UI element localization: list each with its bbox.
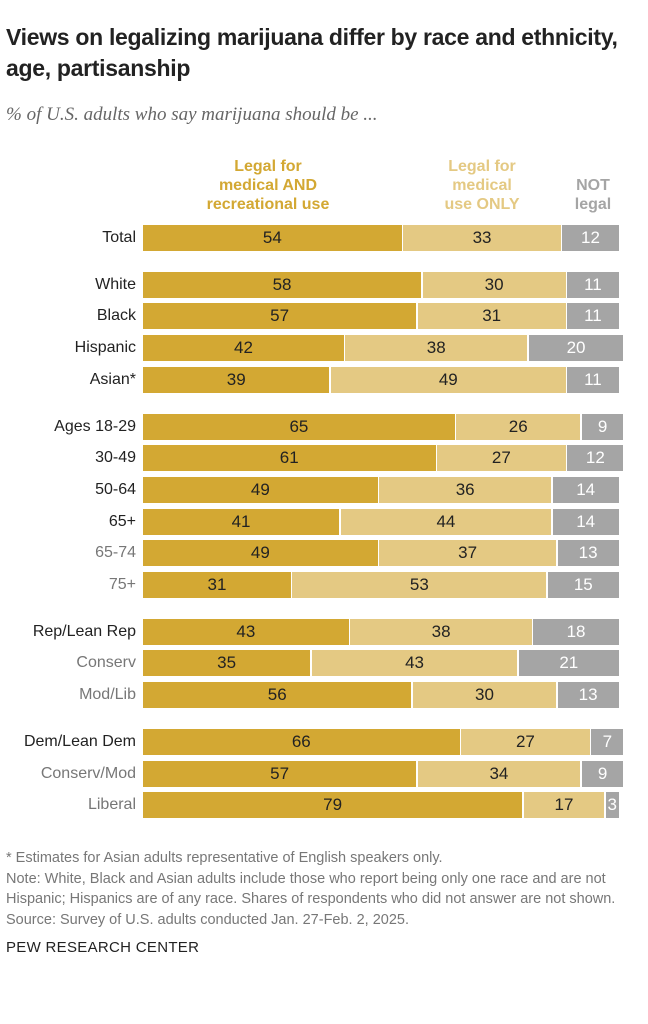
bar-recreational: 49 <box>143 540 378 567</box>
row-label: 65-74 <box>95 544 136 562</box>
bar-medical-only: 30 <box>412 682 556 709</box>
bar-recreational: 79 <box>143 792 523 819</box>
bar-medical-only: 26 <box>456 413 581 440</box>
bar-not-legal: 15 <box>547 572 619 598</box>
bar-recreational: 65 <box>143 413 455 440</box>
row-label: Dem/Lean Dem <box>23 732 136 750</box>
legend-line: NOT <box>576 177 610 194</box>
row-label: Liberal <box>87 796 136 814</box>
bar-medical-only: 37 <box>379 540 556 567</box>
note-asterisk: * Estimates for Asian adults representat… <box>6 850 443 866</box>
bar-not-legal: 3 <box>605 792 619 819</box>
bar-medical-only: 27 <box>461 728 590 755</box>
bar-not-legal: 14 <box>552 476 619 503</box>
row-label: 30-49 <box>95 449 136 467</box>
bar-recreational: 42 <box>143 335 344 362</box>
bar-not-legal: 11 <box>567 366 619 393</box>
bar-recreational: 57 <box>143 760 417 787</box>
row-label: Asian* <box>89 370 136 388</box>
legend-recreational: Legal for medical AND recreational use <box>188 157 348 214</box>
legend-not-legal: NOT legal <box>557 176 629 214</box>
bar-not-legal: 13 <box>557 540 619 567</box>
row-label: 65+ <box>108 512 136 530</box>
bar-not-legal: 12 <box>567 445 624 472</box>
bar-recreational: 35 <box>143 650 311 677</box>
bar-recreational: 57 <box>143 303 417 330</box>
notes: * Estimates for Asian adults representat… <box>6 848 642 930</box>
chart-header: Views on legalizing marijuana differ by … <box>6 22 646 126</box>
bar-medical-only: 43 <box>311 650 518 677</box>
footer-logo-text: PEW RESEARCH CENTER <box>6 939 200 956</box>
row-label: Total <box>102 229 136 246</box>
chart-subtitle: % of U.S. adults who say marijuana shoul… <box>6 104 378 125</box>
bar-medical-only: 17 <box>523 792 605 819</box>
bar-medical-only: 33 <box>403 225 561 251</box>
bar-not-legal: 7 <box>591 728 624 755</box>
legend-line: Legal for <box>448 158 516 175</box>
legend-medical-only: Legal for medical use ONLY <box>432 157 532 214</box>
legend-line: use ONLY <box>444 196 520 213</box>
row-label: Ages 18-29 <box>54 417 136 435</box>
bar-not-legal: 18 <box>533 618 619 645</box>
bar-not-legal: 13 <box>557 682 619 709</box>
bar-recreational: 41 <box>143 508 340 535</box>
bar-medical-only: 49 <box>330 366 566 393</box>
chart-title: Views on legalizing marijuana differ by … <box>6 24 618 81</box>
legend-line: medical AND <box>218 177 318 194</box>
bar-not-legal: 12 <box>562 225 619 251</box>
bar-not-legal: 11 <box>567 271 619 298</box>
row-label: Hispanic <box>74 339 136 357</box>
row-label: Conserv <box>76 654 136 672</box>
bar-medical-only: 53 <box>292 572 547 598</box>
bar-recreational: 56 <box>143 682 412 709</box>
bar-not-legal: 9 <box>581 760 624 787</box>
bar-not-legal: 11 <box>567 303 619 330</box>
bar-medical-only: 31 <box>417 303 566 330</box>
row-label: White <box>95 275 136 293</box>
bar-not-legal: 21 <box>518 650 619 677</box>
bar-not-legal: 9 <box>581 413 624 440</box>
bar-recreational: 66 <box>143 728 460 755</box>
source-text: Source: Survey of U.S. adults conducted … <box>6 911 410 928</box>
bar-not-legal: 14 <box>552 508 619 535</box>
row-label: Mod/Lib <box>79 686 136 704</box>
bar-medical-only: 27 <box>437 445 566 472</box>
bar-recreational: 61 <box>143 445 436 472</box>
legend-line: Legal for <box>234 158 302 175</box>
bar-medical-only: 38 <box>350 618 532 645</box>
bar-not-legal: 20 <box>528 335 624 362</box>
row-label: 50-64 <box>95 480 136 498</box>
bar-recreational: 54 <box>143 225 402 251</box>
chart-bottom: * Estimates for Asian adults representat… <box>6 848 642 958</box>
bar-medical-only: 34 <box>417 760 581 787</box>
bar-recreational: 58 <box>143 271 422 298</box>
row-label: 75+ <box>108 576 136 593</box>
legend-line: legal <box>574 196 612 213</box>
legend-line: recreational use <box>206 196 330 213</box>
row-label: Conserv/Mod <box>40 764 136 782</box>
legend-line: medical <box>452 177 512 194</box>
bar-medical-only: 36 <box>379 476 552 503</box>
note-text: Note: White, Black and Asian adults incl… <box>6 870 616 908</box>
row-label: Rep/Lean Rep <box>32 622 136 640</box>
bar-medical-only: 38 <box>345 335 528 362</box>
row-label: Black <box>96 307 136 325</box>
bar-medical-only: 30 <box>422 271 566 298</box>
bar-recreational: 31 <box>143 572 291 598</box>
bar-recreational: 43 <box>143 618 349 645</box>
bar-recreational: 39 <box>143 366 330 393</box>
bar-recreational: 49 <box>143 476 378 503</box>
bar-medical-only: 44 <box>340 508 552 535</box>
